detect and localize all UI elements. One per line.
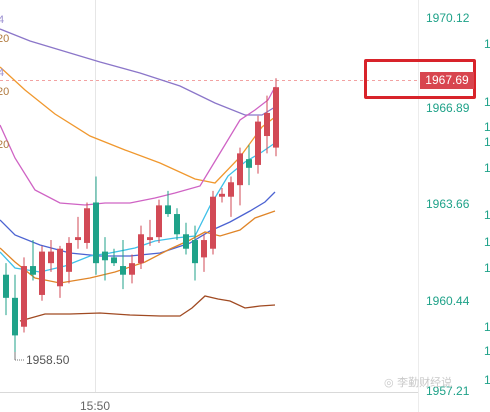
candle-down: [174, 214, 180, 235]
candle-down: [246, 159, 252, 168]
right-tick-partial: 1: [484, 120, 490, 134]
watermark: ◎ 李勤财经说: [384, 376, 453, 389]
right-tick-partial: 1: [484, 37, 490, 51]
left-clipped-labels: 4 20 4 20 20: [0, 14, 9, 151]
ma-purple-line: [0, 28, 276, 116]
left-label-3: 4: [0, 67, 4, 79]
candle-down: [120, 266, 126, 275]
candle-series: [3, 78, 279, 353]
right-tick-partial: 1: [484, 208, 490, 222]
right-tick-partial: 1: [484, 235, 490, 249]
right-tick-partial: 1: [484, 320, 490, 334]
ma-blue-line: [0, 191, 276, 257]
price-axis-right-column: 1 1 1 1 1 1 1 1 1 1 1: [484, 37, 490, 387]
candle-up: [129, 263, 135, 275]
candle-up: [219, 193, 225, 197]
candle-up: [48, 251, 54, 264]
candle-up: [75, 237, 81, 241]
right-tick-partial: 1: [484, 161, 490, 175]
left-label-5: 20: [0, 139, 9, 151]
ma-brown-line: [19, 295, 276, 322]
candle-down: [12, 297, 18, 336]
y-tick-label: 1960.44: [426, 294, 470, 308]
y-tick-label: 1970.12: [426, 11, 470, 25]
candle-up: [228, 182, 234, 197]
candle-down: [183, 234, 189, 249]
right-tick-partial: 1: [484, 261, 490, 275]
candle-up: [138, 234, 144, 264]
left-label-1: 4: [0, 14, 4, 26]
candle-down: [165, 205, 171, 215]
candle-up: [237, 153, 243, 186]
price-axis: 1970.12 1966.89 1963.66 1960.44 1957.21: [426, 11, 470, 398]
candle-down: [102, 251, 108, 261]
left-label-4: 20: [0, 86, 9, 98]
candle-up: [273, 87, 279, 148]
ma-magenta-line: [0, 86, 276, 206]
y-tick-label: 1966.89: [426, 101, 470, 115]
candle-up: [264, 112, 270, 137]
right-tick-partial: 1: [484, 344, 490, 358]
y-tick-label: 1957.21: [426, 384, 470, 398]
right-tick-partial: 1: [484, 373, 490, 387]
current-price-highlight-box: [364, 59, 476, 99]
candle-up: [156, 205, 162, 238]
candle-up: [201, 240, 207, 258]
ma-orange-line: [0, 66, 276, 184]
candle-up: [255, 121, 261, 165]
current-price-badge: 1967.69: [420, 72, 474, 89]
x-tick-label: 15:50: [80, 399, 110, 412]
candle-up: [66, 242, 72, 272]
candle-down: [30, 266, 36, 275]
candle-down: [93, 202, 99, 264]
low-annotation: 1958.50: [26, 353, 70, 367]
candle-up: [21, 266, 27, 327]
y-tick-label: 1963.66: [426, 197, 470, 211]
candle-down: [111, 257, 117, 264]
candle-up: [84, 208, 90, 243]
candle-up: [39, 251, 45, 295]
right-tick-partial: 1: [484, 95, 490, 109]
candle-up: [57, 248, 63, 287]
candle-down: [192, 240, 198, 264]
candle-up: [210, 196, 216, 249]
left-label-2: 20: [0, 33, 9, 45]
right-tick-partial: 1: [484, 135, 490, 149]
candle-up: [147, 237, 153, 241]
candle-down: [3, 274, 9, 298]
